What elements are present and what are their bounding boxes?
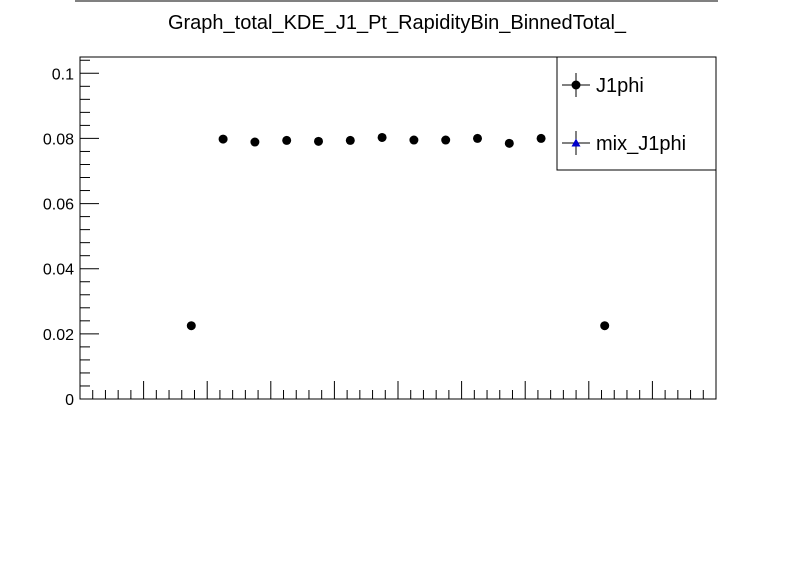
data-point-j1phi: [345, 135, 355, 145]
data-points: [186, 132, 610, 331]
data-point-j1phi: [218, 134, 228, 144]
data-point-j1phi: [377, 132, 387, 142]
y-axis-ticks: [80, 59, 99, 400]
y-tick-label: 0.08: [43, 131, 74, 148]
y-tick-label: 0.06: [43, 197, 74, 214]
data-point-j1phi: [250, 137, 260, 147]
legend-label-mix-j1phi: mix_J1phi: [596, 133, 686, 155]
y-tick-label: 0: [65, 392, 74, 409]
data-point-j1phi: [314, 136, 323, 146]
data-point-j1phi: [536, 133, 546, 143]
y-tick-label: 0.04: [43, 262, 74, 279]
data-point-j1phi: [186, 321, 196, 331]
legend-label-j1phi: J1phi: [596, 75, 644, 97]
y-tick-labels: 0 0.02 0.04 0.06 0.08 0.1: [43, 66, 74, 409]
data-point-j1phi: [600, 321, 610, 331]
legend-marker-j1phi: [562, 73, 590, 97]
chart-title: Graph_total_KDE_J1_Pt_RapidityBin_Binned…: [168, 12, 627, 34]
data-point-j1phi: [504, 138, 514, 148]
x-axis-ticks: [79, 381, 717, 399]
legend-box: [556, 56, 717, 171]
data-point-j1phi: [282, 135, 292, 145]
legend: J1phi mix_J1phi: [556, 56, 717, 171]
y-tick-label: 0.02: [43, 327, 74, 344]
data-point-j1phi: [473, 133, 482, 143]
data-point-j1phi: [441, 135, 451, 145]
data-point-j1phi: [409, 135, 419, 145]
legend-marker-mix-j1phi: [562, 131, 590, 155]
y-tick-label: 0.1: [52, 66, 74, 83]
